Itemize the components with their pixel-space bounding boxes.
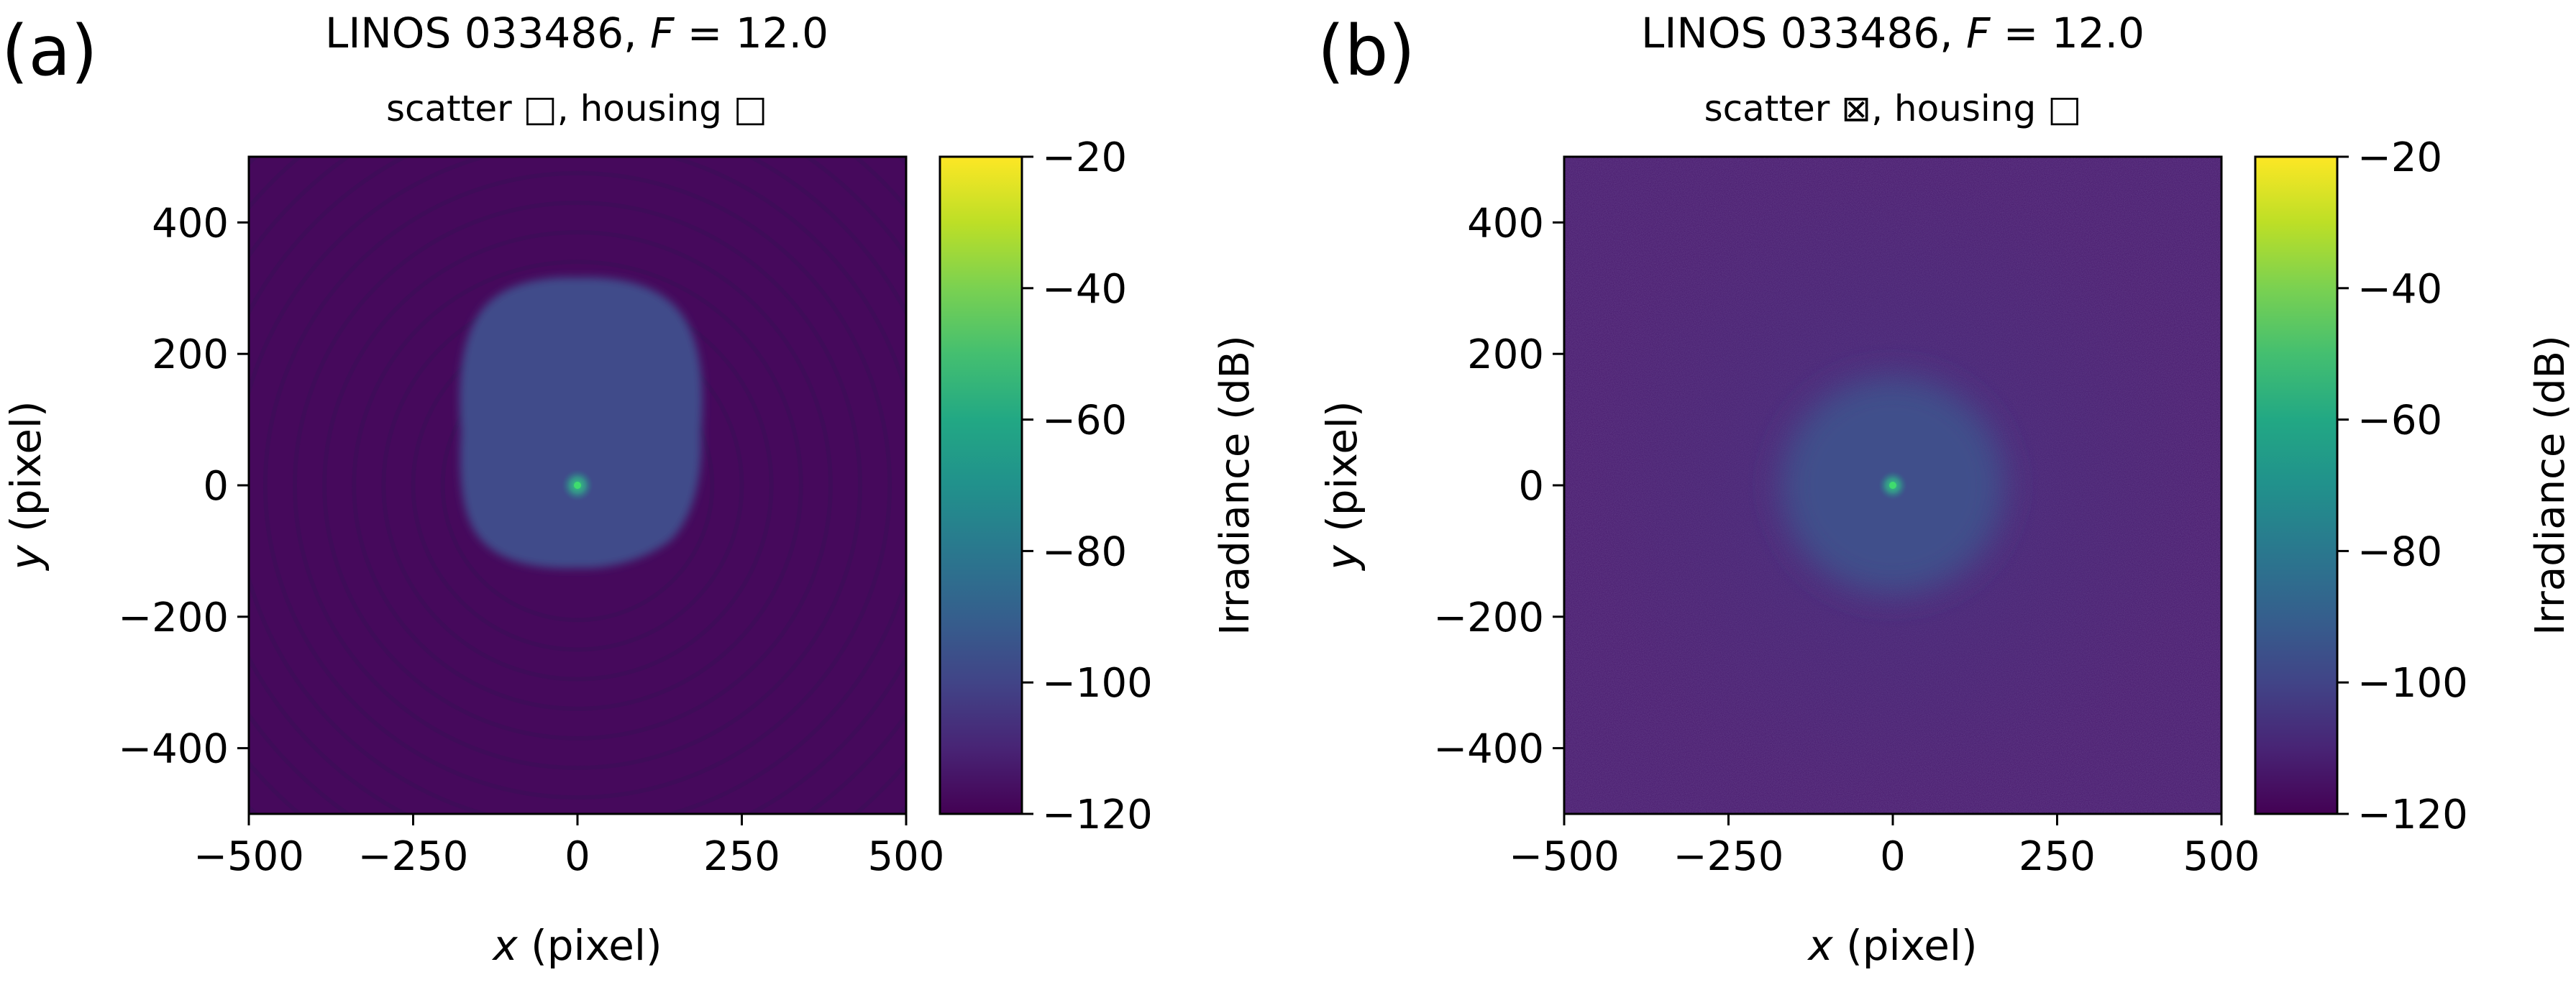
panel-a-peak-core (574, 482, 581, 489)
panel-b-colorbar-tick-label: −20 (2357, 134, 2442, 181)
panel-b-ytick-label: 0 (1518, 463, 1544, 510)
panel-b-peak-core (1889, 482, 1896, 489)
panel-b-colorbar-ticks: −20 −40 −60 −80 −100 −120 (2337, 134, 2468, 838)
panel-a-colorbar-gradient (940, 157, 1022, 814)
panel-a-ring (322, 230, 833, 741)
panel-a-colorbar-tick-label: −100 (1042, 660, 1153, 707)
panel-b-ylabel: y (pixel) (1317, 400, 1366, 571)
panel-b-xtick-label: 250 (2019, 833, 2096, 880)
panel-b-tag: (b) (1317, 11, 1415, 91)
panel-b-title: LINOS 033486, F = 12.0 (1641, 9, 2145, 58)
panel-a: (a) LINOS 033486, F = 12.0 scatter □, ho… (1, 9, 1259, 970)
panel-b-colorbar-gradient (2255, 157, 2337, 814)
panel-b-ytick-label: −200 (1433, 595, 1544, 641)
panel-a-colorbar: −20 −40 −60 −80 −100 −120 Irradiance (dB) (938, 134, 1259, 838)
panel-b-heatmap (1563, 155, 2223, 815)
panel-b-colorbar: −20 −40 −60 −80 −100 −120 Irradiance (dB) (2254, 134, 2574, 838)
panel-a-colorbar-tick-label: −120 (1042, 792, 1153, 838)
panel-b-colorbar-tick-label: −40 (2357, 266, 2442, 313)
panel-a-xtick-label: 500 (868, 833, 945, 880)
panel-a-disk (460, 277, 703, 569)
panel-a-xtick-label: −500 (193, 833, 304, 880)
panel-a-ytick-label: 400 (152, 200, 229, 247)
panel-a-ring (352, 260, 803, 711)
panel-b-xtick-label: 0 (1880, 833, 1906, 880)
panel-b-colorbar-tick-label: −100 (2357, 660, 2468, 707)
panel-a-tag: (a) (1, 11, 98, 91)
panel-a-xtick-label: −250 (358, 833, 469, 880)
panel-a-colorbar-label: Irradiance (dB) (1212, 335, 1259, 636)
panel-a-xtick-label: 0 (565, 833, 590, 880)
panel-a-x-axis: −500 −250 0 250 500 (193, 814, 944, 880)
panel-a-ytick-label: 200 (152, 331, 229, 378)
panel-b-colorbar-label: Irradiance (dB) (2527, 335, 2574, 636)
panel-a-title: LINOS 033486, F = 12.0 (325, 9, 828, 58)
panel-a-colorbar-frame (938, 155, 1023, 815)
panel-a-colorbar-tick-label: −80 (1042, 528, 1127, 575)
panel-b-xlabel: x (pixel) (1807, 921, 1977, 970)
panel-a-colorbar-tick-label: −40 (1042, 266, 1127, 313)
panel-b-xtick-label: −500 (1509, 833, 1620, 880)
panel-a-ytick-label: 0 (203, 463, 229, 510)
panel-a-colorbar-tick-label: −20 (1042, 134, 1127, 181)
panel-b-colorbar-tick-label: −80 (2357, 528, 2442, 575)
panel-a-heatmap (247, 155, 908, 815)
panel-b-colorbar-frame (2254, 155, 2339, 815)
panel-a-xlabel: x (pixel) (491, 921, 662, 970)
panel-b-xtick-label: −250 (1673, 833, 1784, 880)
panel-b-ytick-label: 200 (1467, 331, 1544, 378)
panel-b-ytick-label: 400 (1467, 200, 1544, 247)
panel-a-ring (292, 200, 863, 771)
panel-b: (b) LINOS 033486, F = 12.0 scatter ⊠, ho… (1317, 9, 2574, 970)
panel-a-colorbar-ticks: −20 −40 −60 −80 −100 −120 (1022, 134, 1153, 838)
panel-a-ylabel: y (pixel) (1, 400, 50, 571)
panel-a-ytick-label: −400 (118, 726, 229, 773)
panel-a-y-axis: −400 −200 0 200 400 (118, 200, 249, 773)
panel-a-subtitle: scatter □, housing □ (386, 88, 767, 129)
panel-b-ytick-label: −400 (1433, 726, 1544, 773)
panel-b-colorbar-tick-label: −60 (2357, 398, 2442, 444)
panel-b-xtick-label: 500 (2183, 833, 2260, 880)
panel-a-disk-shape (460, 277, 703, 569)
panel-a-colorbar-tick-label: −60 (1042, 398, 1127, 444)
panel-b-colorbar-tick-label: −120 (2357, 792, 2468, 838)
panel-a-ytick-label: −200 (118, 595, 229, 641)
panel-b-subtitle: scatter ⊠, housing □ (1704, 88, 2082, 129)
panel-b-y-axis: −400 −200 0 200 400 (1433, 200, 1564, 773)
panel-b-x-axis: −500 −250 0 250 500 (1509, 814, 2260, 880)
panel-a-xtick-label: 250 (703, 833, 780, 880)
panel-a-ring (262, 170, 892, 800)
